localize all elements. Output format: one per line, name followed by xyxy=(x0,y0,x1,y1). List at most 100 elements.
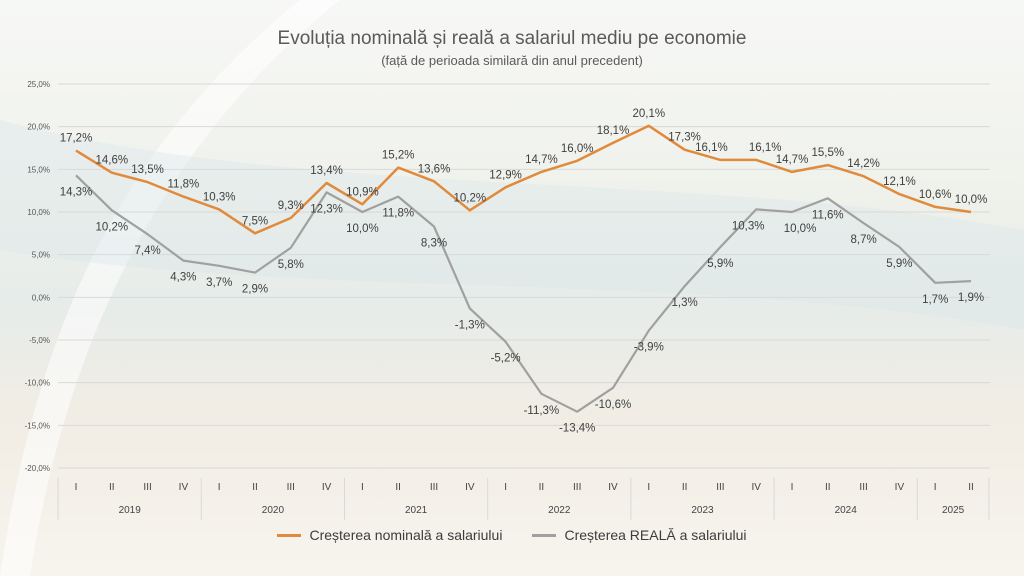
x-tick-label: I xyxy=(361,482,364,493)
y-tick-label: 0,0% xyxy=(32,293,50,302)
data-label-nominal: 11,8% xyxy=(168,179,200,191)
data-label-nominal: 13,6% xyxy=(418,163,451,175)
legend-swatch-real xyxy=(532,533,557,537)
data-label-real: 10,0% xyxy=(346,223,379,235)
year-label: 2023 xyxy=(691,505,714,516)
data-label-nominal: 10,6% xyxy=(919,189,952,201)
x-tick-label: IV xyxy=(322,482,332,493)
x-tick-label: I xyxy=(791,482,794,493)
year-label: 2024 xyxy=(835,505,858,516)
data-label-nominal: 14,2% xyxy=(847,158,880,170)
data-label-real: 7,4% xyxy=(134,245,160,257)
x-tick-label: III xyxy=(143,482,151,493)
x-tick-label: IV xyxy=(895,482,905,493)
x-tick-label: II xyxy=(682,482,688,493)
y-tick-label: 25,0% xyxy=(27,80,50,89)
data-label-nominal: 15,2% xyxy=(382,150,415,162)
data-label-real: 11,6% xyxy=(812,209,844,221)
y-tick-label: 10,0% xyxy=(27,208,50,217)
legend-label-nominal: Creșterea nominală a salariului xyxy=(309,527,503,543)
x-tick-label: II xyxy=(968,482,974,493)
y-tick-label: 20,0% xyxy=(27,123,50,132)
data-label-nominal: 10,9% xyxy=(346,186,379,198)
x-tick-label: II xyxy=(539,482,545,493)
chart-subtitle: (față de perioada similară din anul prec… xyxy=(381,53,643,68)
legend-item-nominal: Creșterea nominală a salariului xyxy=(277,527,502,543)
x-tick-label: III xyxy=(859,482,867,493)
y-tick-label: -15,0% xyxy=(25,421,50,430)
data-label-real: 4,3% xyxy=(170,272,196,284)
x-tick-label: III xyxy=(430,482,438,493)
data-label-nominal: 10,0% xyxy=(955,194,988,206)
x-tick-label: IV xyxy=(465,482,475,493)
year-label: 2021 xyxy=(405,505,428,516)
y-tick-label: -5,0% xyxy=(29,336,50,345)
legend-item-real: Creșterea REALĂ a salariului xyxy=(532,527,747,543)
data-label-real: -11,3% xyxy=(524,405,560,417)
chart-title: Evoluția nominală și reală a salariul me… xyxy=(277,28,747,49)
x-tick-label: II xyxy=(252,482,258,493)
data-label-nominal: 16,1% xyxy=(749,142,782,154)
data-label-nominal: 18,1% xyxy=(597,125,630,137)
legend-label-real: Creșterea REALĂ a salariului xyxy=(564,527,747,543)
x-tick-label: II xyxy=(395,482,401,493)
data-label-nominal: 14,7% xyxy=(776,154,809,166)
data-label-nominal: 15,5% xyxy=(811,147,844,159)
chart-legend: Creșterea nominală a salariului Creștere… xyxy=(0,527,1024,543)
x-tick-label: IV xyxy=(751,482,761,493)
legend-swatch-nominal xyxy=(277,533,302,537)
x-tick-label: III xyxy=(716,482,724,493)
data-label-nominal: 14,7% xyxy=(525,154,558,166)
data-label-real: 11,8% xyxy=(382,208,414,220)
data-label-real: 8,3% xyxy=(421,238,447,250)
y-tick-label: 15,0% xyxy=(27,165,50,174)
data-label-nominal: 17,3% xyxy=(668,132,701,144)
x-tick-label: I xyxy=(504,482,507,493)
x-tick-label: I xyxy=(647,482,650,493)
data-label-real: 10,2% xyxy=(95,221,128,233)
data-label-real: 5,8% xyxy=(278,259,304,271)
data-label-nominal: 10,2% xyxy=(453,192,486,204)
data-label-nominal: 20,1% xyxy=(632,108,665,120)
data-label-real: 1,7% xyxy=(922,294,948,306)
y-tick-label: -20,0% xyxy=(25,464,50,473)
data-label-nominal: 9,3% xyxy=(278,200,304,212)
data-label-real: -13,4% xyxy=(559,423,595,435)
data-label-nominal: 16,0% xyxy=(561,143,594,155)
data-label-real: 5,9% xyxy=(707,258,733,270)
x-tick-label: I xyxy=(934,482,937,493)
x-tick-label: I xyxy=(218,482,221,493)
data-label-real: 2,9% xyxy=(242,284,268,296)
x-tick-label: I xyxy=(75,482,78,493)
data-label-nominal: 12,9% xyxy=(489,169,522,181)
data-label-nominal: 17,2% xyxy=(60,133,93,145)
y-tick-label: 5,0% xyxy=(32,251,50,260)
data-label-real: 1,3% xyxy=(671,297,697,309)
data-label-real: 10,0% xyxy=(784,223,817,235)
data-label-real: 3,7% xyxy=(206,277,232,289)
year-label: 2025 xyxy=(942,505,965,516)
year-label: 2020 xyxy=(262,505,285,516)
data-label-nominal: 13,5% xyxy=(131,164,164,176)
data-label-real: -3,9% xyxy=(634,342,664,354)
data-label-real: 14,3% xyxy=(60,186,93,198)
x-tick-label: IV xyxy=(608,482,618,493)
x-tick-label: IV xyxy=(179,482,189,493)
data-label-nominal: 12,1% xyxy=(883,176,916,188)
data-label-nominal: 14,6% xyxy=(95,155,128,167)
x-tick-label: III xyxy=(287,482,295,493)
x-tick-label: III xyxy=(573,482,581,493)
data-label-nominal: 10,3% xyxy=(203,191,236,203)
year-label: 2019 xyxy=(119,505,142,516)
data-label-nominal: 7,5% xyxy=(242,215,268,227)
series-line-real xyxy=(75,174,972,413)
x-tick-label: II xyxy=(109,482,115,493)
data-label-nominal: 13,4% xyxy=(310,165,343,177)
data-label-real: 8,7% xyxy=(850,234,876,246)
data-label-real: 12,3% xyxy=(310,203,343,215)
year-label: 2022 xyxy=(548,505,571,516)
data-label-real: -1,3% xyxy=(455,319,485,331)
y-tick-label: -10,0% xyxy=(25,379,50,388)
data-label-real: 5,9% xyxy=(886,258,912,270)
